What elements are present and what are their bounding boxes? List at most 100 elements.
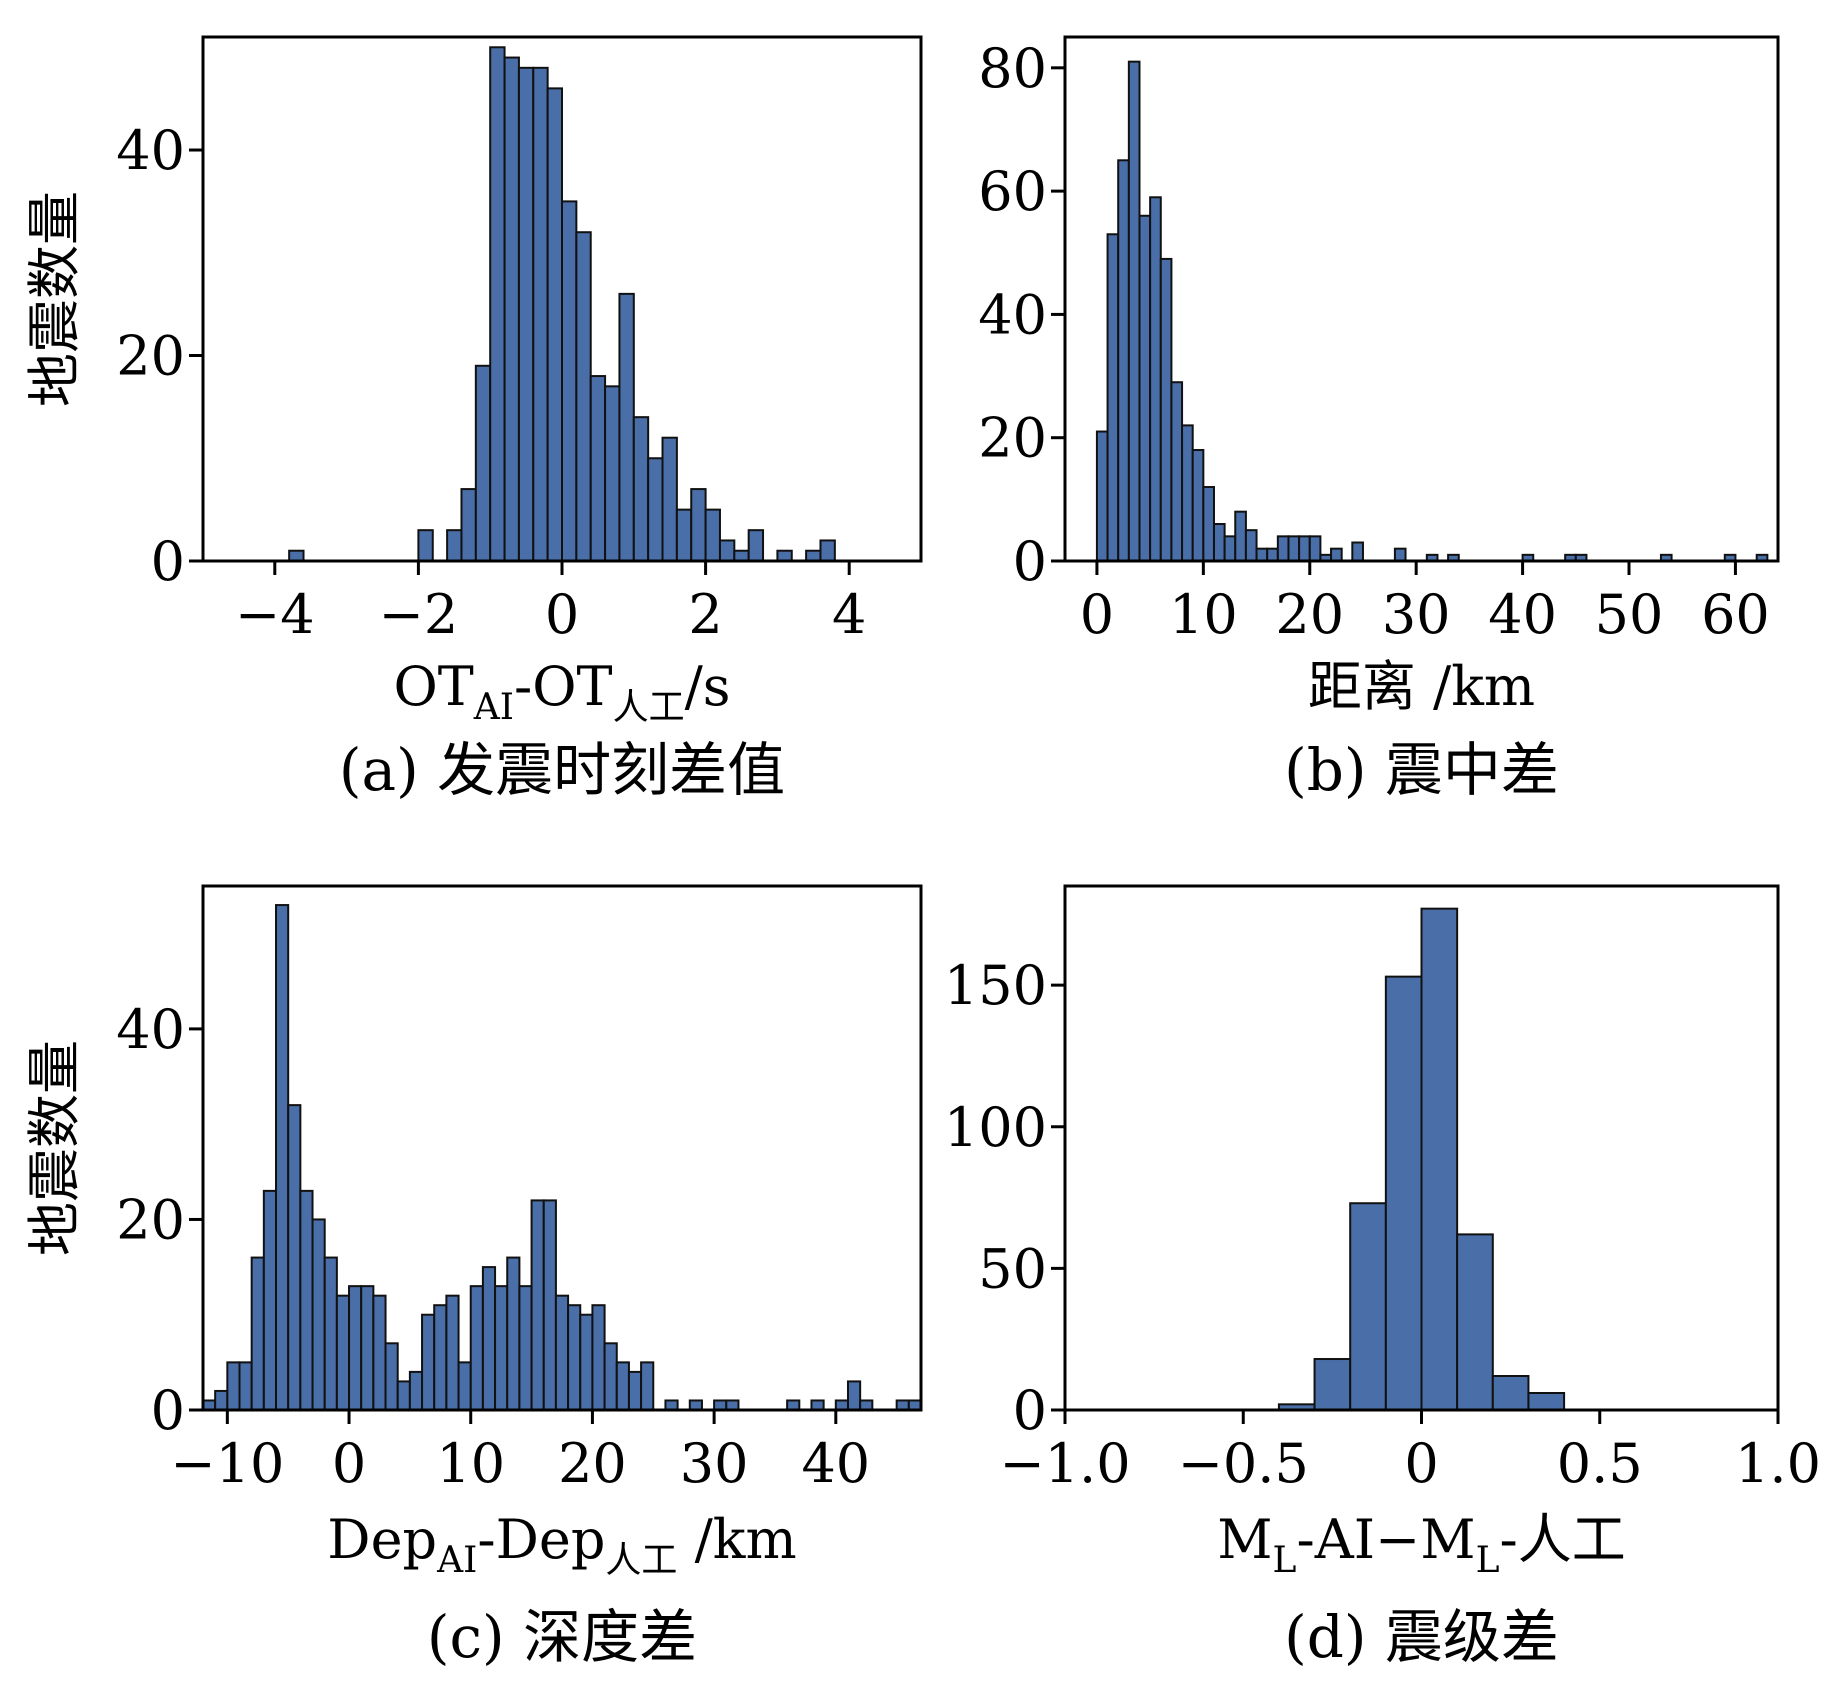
y-tick-label-a-0: 0 (151, 530, 185, 593)
x-axis-label-part-c-4: /km (677, 1508, 796, 1571)
x-axis-label-part-b-0: 距离 /km (1308, 655, 1535, 718)
bar-a-20 (704, 508, 721, 562)
bar-c-17 (408, 1370, 424, 1411)
bar-c-6 (275, 904, 290, 1412)
x-tick-label-d-2: 0 (1404, 1432, 1438, 1495)
bar-a-15 (632, 416, 650, 562)
bar-c-1 (214, 1389, 229, 1411)
bar-c-18 (421, 1313, 436, 1412)
bar-c-9 (311, 1218, 326, 1412)
plot-frame-b (1063, 35, 1780, 563)
x-tick-label-a-4: 4 (832, 583, 866, 646)
x-tick-label-d-3: 0.5 (1557, 1432, 1643, 1495)
bar-a-24 (776, 549, 793, 562)
y-tick-label-b-0: 0 (1013, 530, 1047, 593)
x-axis-label-part-d-2: -AI−M (1296, 1508, 1475, 1571)
x-axis-label-part-d-4: -人工 (1499, 1508, 1625, 1571)
x-tick-label-c-5: 40 (801, 1432, 870, 1495)
x-tick-label-a-3: 2 (688, 583, 722, 646)
bar-b-8 (1181, 424, 1194, 562)
y-axis-label-a: 地震数量 (23, 191, 86, 407)
bar-b-4 (1138, 214, 1152, 563)
bar-a-21 (718, 539, 736, 563)
bar-a-19 (690, 488, 707, 562)
bar-b-3 (1127, 60, 1141, 563)
x-tick-label-c-0: −10 (170, 1432, 284, 1495)
bar-a-23 (747, 529, 765, 562)
bar-b-19 (1298, 535, 1311, 563)
bar-a-12 (589, 375, 607, 563)
bar-c-21 (457, 1361, 472, 1412)
x-tick-label-a-2: 0 (545, 583, 579, 646)
x-tick-label-b-1: 10 (1169, 583, 1238, 646)
bar-c-5 (262, 1189, 278, 1411)
bar-a-13 (604, 385, 621, 563)
bar-a-22 (733, 549, 750, 562)
x-axis-label-part-c-2: -Dep (477, 1508, 605, 1571)
bar-c-8 (299, 1189, 314, 1411)
bar-b-2 (1117, 159, 1130, 562)
y-axis-label-c: 地震数量 (23, 1040, 86, 1256)
y-tick-label-b-2: 40 (978, 283, 1047, 346)
x-axis-label-part-c-0: Dep (327, 1508, 437, 1571)
bar-b-23 (1351, 541, 1364, 562)
x-axis-label-part-c-1: AI (436, 1540, 477, 1581)
bar-b-7 (1170, 381, 1184, 563)
bar-a-7 (517, 66, 535, 563)
bar-c-24 (494, 1285, 509, 1412)
bar-c-36 (640, 1361, 655, 1412)
x-axis-label-b: 距离 /km (1308, 655, 1535, 718)
bar-b-0 (1095, 430, 1109, 562)
bar-a-9 (546, 87, 564, 562)
x-tick-label-a-0: −4 (235, 583, 315, 646)
bar-a-16 (647, 457, 664, 563)
bar-a-3 (460, 488, 477, 562)
bar-c-28 (542, 1199, 557, 1412)
bar-a-0 (288, 549, 305, 562)
bar-c-33 (603, 1342, 618, 1411)
bar-c-30 (567, 1304, 582, 1411)
bar-b-13 (1234, 510, 1247, 562)
caption-c: (c) 深度差 (427, 1603, 697, 1671)
x-axis-label-part-a-2: -OT (514, 655, 613, 718)
bar-c-22 (469, 1285, 484, 1412)
bar-a-8 (532, 66, 549, 563)
bar-c-32 (591, 1304, 606, 1411)
y-tick-label-d-3: 150 (944, 954, 1047, 1017)
bar-b-10 (1202, 486, 1215, 562)
bar-a-6 (503, 56, 520, 563)
bar-c-14 (372, 1294, 387, 1411)
x-axis-label-part-a-0: OT (394, 655, 474, 718)
bar-c-31 (579, 1313, 594, 1412)
bar-d-1 (1313, 1358, 1352, 1412)
bar-d-7 (1527, 1392, 1566, 1411)
y-tick-label-c-2: 40 (116, 998, 185, 1061)
y-tick-label-d-1: 50 (978, 1237, 1047, 1300)
x-tick-label-b-5: 50 (1595, 583, 1664, 646)
bar-c-25 (506, 1256, 521, 1411)
bar-c-29 (554, 1294, 570, 1411)
x-tick-label-c-3: 20 (558, 1432, 627, 1495)
caption-b: (b) 震中差 (1284, 736, 1559, 804)
x-axis-label-part-d-1: L (1273, 1540, 1297, 1581)
bar-a-14 (618, 292, 635, 562)
x-axis-label-part-a-3: 人工 (613, 687, 685, 728)
bar-c-20 (445, 1294, 460, 1411)
bar-c-12 (348, 1285, 363, 1412)
x-axis-label-part-d-3: L (1476, 1540, 1500, 1581)
y-tick-label-b-1: 20 (978, 407, 1047, 470)
bar-d-2 (1349, 1202, 1387, 1411)
x-tick-label-d-4: 1.0 (1735, 1432, 1821, 1495)
bar-b-24 (1393, 547, 1407, 563)
bar-c-4 (250, 1256, 265, 1411)
caption-a: (a) 发震时刻差值 (339, 736, 785, 804)
bar-a-17 (661, 436, 678, 562)
bar-a-5 (489, 46, 506, 562)
x-tick-label-a-1: −2 (379, 583, 459, 646)
y-tick-label-b-3: 60 (978, 160, 1047, 223)
bar-b-16 (1266, 547, 1279, 563)
bar-a-26 (819, 539, 836, 563)
